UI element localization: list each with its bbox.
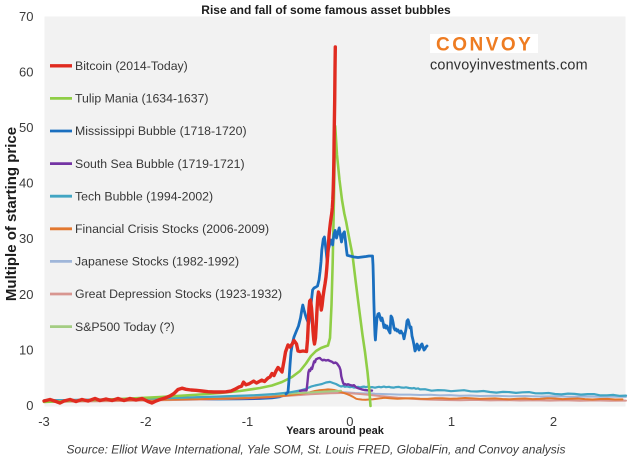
svg-text:Multiple of starting price: Multiple of starting price [3,127,20,301]
svg-text:-1: -1 [242,414,254,429]
svg-text:40: 40 [19,176,33,191]
svg-text:0: 0 [346,414,353,429]
svg-text:Financial Crisis Stocks (2006-: Financial Crisis Stocks (2006-2009) [75,222,269,236]
svg-text:Japanese Stocks (1982-1992): Japanese Stocks (1982-1992) [75,255,239,269]
svg-text:Years around peak: Years around peak [286,425,385,437]
svg-text:Great Depression Stocks (1923-: Great Depression Stocks (1923-1932) [75,287,282,301]
svg-text:Mississippi Bubble (1718-1720): Mississippi Bubble (1718-1720) [75,124,247,138]
svg-text:Tech Bubble (1994-2002): Tech Bubble (1994-2002) [75,189,213,203]
svg-text:CONVOY: CONVOY [436,35,533,56]
svg-text:30: 30 [19,231,33,246]
svg-text:0: 0 [26,398,33,413]
svg-text:Bitcoin (2014-Today): Bitcoin (2014-Today) [75,59,188,73]
svg-text:Source: Elliot Wave Internatio: Source: Elliot Wave International, Yale … [67,443,566,457]
svg-text:60: 60 [19,65,33,80]
svg-text:-2: -2 [140,414,152,429]
svg-text:50: 50 [19,120,33,135]
svg-text:1: 1 [448,414,455,429]
svg-text:Rise and fall of some famous a: Rise and fall of some famous asset bubbl… [201,3,451,17]
svg-text:-3: -3 [38,414,50,429]
svg-text:S&P500 Today (?): S&P500 Today (?) [75,320,175,334]
svg-text:convoyinvestments.com: convoyinvestments.com [430,58,588,74]
svg-text:20: 20 [19,287,33,302]
svg-text:Tulip Mania (1634-1637): Tulip Mania (1634-1637) [75,92,209,106]
svg-text:2: 2 [550,414,557,429]
svg-text:South Sea Bubble (1719-1721): South Sea Bubble (1719-1721) [75,157,245,171]
svg-text:10: 10 [19,342,33,357]
svg-text:70: 70 [19,9,33,24]
